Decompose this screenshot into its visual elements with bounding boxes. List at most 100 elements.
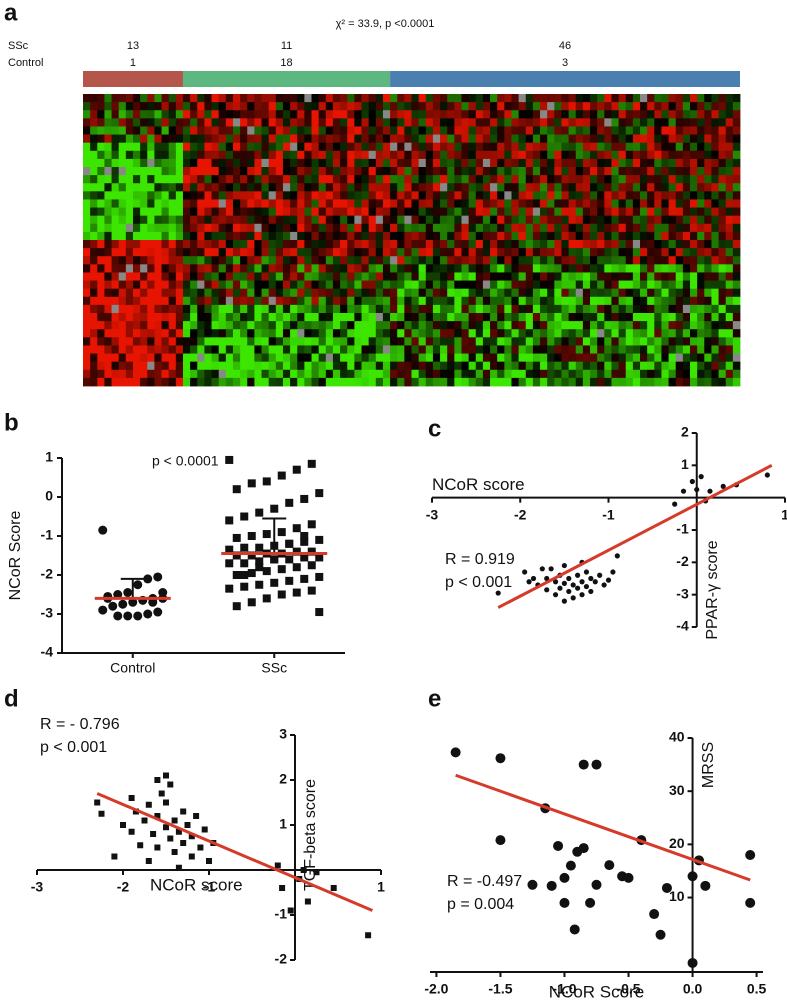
heatmap-cell (240, 304, 248, 314)
heatmap-cell (504, 377, 512, 387)
heatmap-cell (140, 272, 148, 281)
heatmap-cell (397, 313, 405, 322)
heatmap-cell (347, 94, 355, 103)
heatmap-cell (147, 118, 155, 127)
heatmap-cell (632, 102, 641, 111)
heatmap-cell (632, 223, 641, 233)
heatmap-cell (232, 280, 241, 290)
heatmap-cell (732, 167, 741, 176)
heatmap-cell (318, 199, 327, 208)
dot (270, 555, 279, 564)
heatmap-cell (182, 191, 191, 200)
heatmap-cell (632, 175, 641, 184)
heatmap-cell (668, 158, 677, 168)
point (707, 488, 713, 494)
heatmap-cell (97, 353, 105, 363)
heatmap-cell (297, 102, 305, 111)
heatmap-cell (490, 329, 498, 338)
heatmap-cell (504, 207, 512, 217)
heatmap-cell (211, 353, 220, 363)
point (687, 871, 698, 882)
heatmap-cell (725, 256, 734, 265)
heatmap-cell (311, 191, 320, 200)
heatmap-cell (154, 215, 162, 225)
heatmap-cell (154, 150, 162, 160)
heatmap-cell (125, 361, 134, 371)
heatmap-cell (432, 183, 441, 192)
heatmap-cell (390, 256, 398, 265)
heatmap-cell (304, 167, 312, 176)
heatmap-cell (561, 256, 570, 265)
heatmap-cell (390, 102, 398, 111)
heatmap-cell (232, 142, 241, 152)
heatmap-cell (268, 191, 277, 200)
heatmap-cell (168, 223, 177, 233)
heatmap-cell (311, 207, 320, 217)
heatmap-cell (382, 223, 391, 233)
point (604, 860, 615, 871)
heatmap-cell (690, 142, 698, 152)
heatmap-cell (97, 167, 105, 176)
heatmap-cell (604, 207, 612, 217)
heatmap-cell (304, 313, 312, 322)
heatmap-cell (654, 361, 662, 371)
heatmap-cell (204, 345, 212, 354)
heatmap-cell (125, 272, 134, 281)
heatmap-cell (304, 191, 312, 200)
heatmap-cell (632, 288, 641, 298)
heatmap-cell (90, 167, 98, 176)
heatmap-cell (568, 142, 577, 152)
heatmap-cell (532, 272, 541, 281)
heatmap-cell (332, 337, 341, 346)
heatmap-cell (661, 199, 669, 208)
heatmap-cell (90, 231, 98, 241)
heatmap-cell (447, 248, 455, 257)
heatmap-cell (168, 134, 177, 144)
x-tick-label: -3 (426, 506, 439, 522)
heatmap-cell (111, 280, 120, 290)
heatmap-cell (597, 248, 605, 257)
heatmap-cell (604, 313, 612, 322)
heatmap-cell (418, 231, 427, 241)
heatmap-cell (461, 150, 470, 160)
heatmap-cell (297, 353, 305, 363)
heatmap-cell (675, 280, 684, 290)
heatmap-cell (83, 272, 91, 281)
heatmap-cell (490, 256, 498, 265)
heatmap-cell (490, 223, 498, 233)
heatmap-cell (461, 158, 470, 168)
heatmap-cell (590, 94, 598, 103)
heatmap-cell (697, 102, 705, 111)
heatmap-cell (175, 110, 184, 119)
heatmap-cell (675, 207, 684, 217)
heatmap-cell (168, 94, 177, 103)
heatmap-cell (275, 321, 284, 330)
heatmap-cell (697, 158, 705, 168)
heatmap-cell (125, 126, 134, 135)
y-tick-label: -2 (41, 566, 54, 582)
heatmap-cell (325, 207, 334, 217)
heatmap-cell (240, 361, 248, 371)
heatmap-cell (90, 329, 98, 338)
heatmap-cell (697, 94, 705, 103)
heatmap-cell (404, 102, 412, 111)
heatmap-cell (254, 183, 262, 192)
heatmap-cell (354, 353, 362, 363)
heatmap-cell (440, 215, 448, 225)
fit-line (96, 792, 373, 912)
heatmap-cell (147, 199, 155, 208)
heatmap-cell (97, 175, 105, 184)
heatmap-cell (568, 345, 577, 354)
dot (307, 520, 316, 529)
heatmap-cell (597, 150, 605, 160)
heatmap-cell (454, 158, 462, 168)
heatmap-cell (561, 231, 570, 241)
heatmap-cell (504, 199, 512, 208)
heatmap-cell (575, 296, 584, 306)
heatmap-cell (568, 223, 577, 233)
heatmap-cell (132, 199, 141, 208)
heatmap-cell (268, 248, 277, 257)
heatmap-cell (482, 369, 491, 379)
heatmap-cell (675, 191, 684, 200)
heatmap-cell (625, 102, 634, 111)
